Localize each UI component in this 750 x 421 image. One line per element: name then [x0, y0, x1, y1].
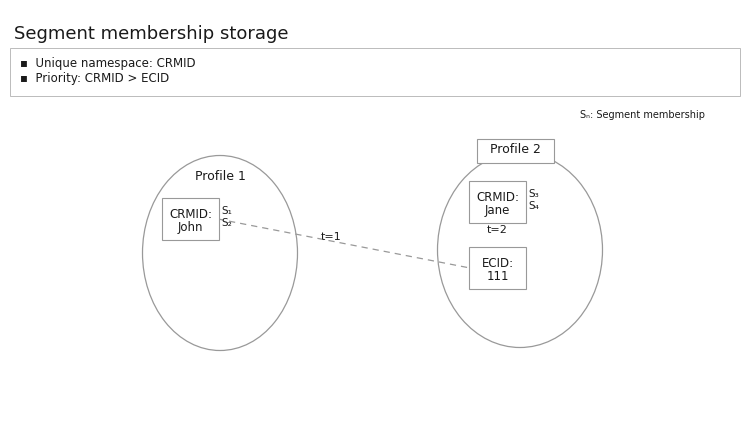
- Text: t=1: t=1: [321, 232, 342, 242]
- Text: S₃: S₃: [528, 189, 538, 199]
- Text: ▪  Priority: CRMID > ECID: ▪ Priority: CRMID > ECID: [20, 72, 170, 85]
- FancyBboxPatch shape: [469, 247, 526, 289]
- Text: S₁: S₁: [221, 206, 232, 216]
- Text: CRMID:: CRMID:: [169, 208, 212, 221]
- Text: Jane: Jane: [484, 204, 510, 217]
- FancyBboxPatch shape: [469, 181, 526, 223]
- Text: Sₙ: Segment membership: Sₙ: Segment membership: [580, 110, 705, 120]
- Text: t=2: t=2: [487, 225, 508, 235]
- FancyBboxPatch shape: [162, 198, 219, 240]
- Text: John: John: [178, 221, 203, 234]
- Text: 111: 111: [486, 270, 508, 283]
- Text: S₄: S₄: [528, 201, 538, 211]
- Text: CRMID:: CRMID:: [476, 191, 519, 204]
- Ellipse shape: [142, 155, 298, 351]
- Text: S₂: S₂: [221, 218, 232, 228]
- Text: ▪  Unique namespace: CRMID: ▪ Unique namespace: CRMID: [20, 57, 196, 70]
- FancyBboxPatch shape: [477, 139, 554, 163]
- FancyBboxPatch shape: [10, 48, 740, 96]
- Text: ECID:: ECID:: [482, 257, 514, 270]
- Text: Profile 2: Profile 2: [490, 143, 541, 156]
- Ellipse shape: [437, 152, 602, 347]
- Text: Segment membership storage: Segment membership storage: [14, 25, 289, 43]
- Text: Profile 1: Profile 1: [194, 170, 245, 182]
